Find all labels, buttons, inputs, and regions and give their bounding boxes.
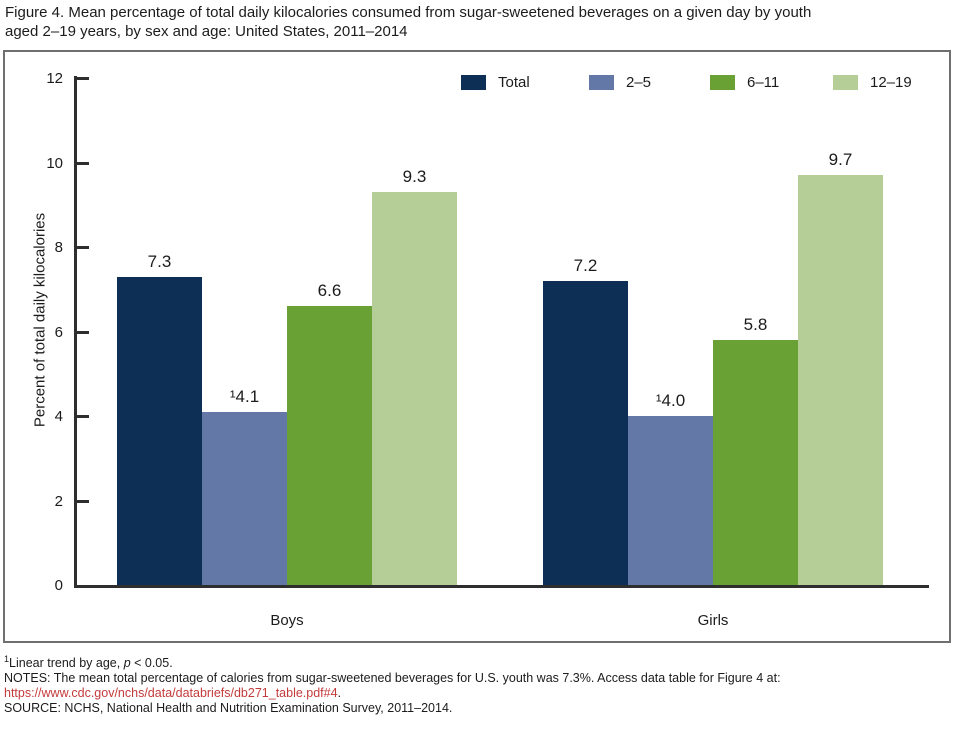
footnote-line: 1Linear trend by age, p < 0.05. bbox=[4, 652, 954, 671]
footnote-rest: < 0.05. bbox=[130, 656, 173, 671]
legend-label: 6–11 bbox=[747, 73, 780, 91]
y-tick-label: 6 bbox=[54, 323, 63, 341]
y-tick-label: 0 bbox=[54, 577, 63, 594]
bar-value-label: 7.3 bbox=[147, 251, 172, 271]
bar-value-label: 6.6 bbox=[317, 281, 342, 301]
bar-value-label: 7.2 bbox=[573, 255, 598, 275]
bar-12-19-girls bbox=[798, 175, 883, 585]
bar-value-label: 9.7 bbox=[828, 150, 853, 170]
y-tick-mark bbox=[74, 330, 89, 334]
y-tick-label: 4 bbox=[54, 408, 63, 425]
bar-total-boys bbox=[117, 276, 202, 585]
legend-swatch bbox=[589, 74, 614, 90]
figure-title-line1: Figure 4. Mean percentage of total daily… bbox=[5, 4, 812, 21]
legend-item: 6–11 bbox=[710, 73, 779, 91]
figure-title: Figure 4. Mean percentage of total daily… bbox=[5, 4, 955, 41]
link-period: . bbox=[337, 686, 342, 701]
bar-12-19-boys bbox=[372, 192, 457, 585]
data-table-link[interactable]: https://www.cdc.gov/nchs/data/databriefs… bbox=[4, 686, 338, 701]
bar-6-11-boys bbox=[287, 306, 372, 585]
footnote-p-symbol: p bbox=[123, 656, 131, 671]
source-line: SOURCE: NCHS, National Health and Nutrit… bbox=[4, 701, 453, 716]
bar-6-11-girls bbox=[713, 339, 798, 585]
link-line: https://www.cdc.gov/nchs/data/databriefs… bbox=[4, 686, 954, 701]
legend-label: 2–5 bbox=[626, 73, 652, 91]
bar-value-label: ¹4.0 bbox=[655, 391, 686, 410]
y-tick-mark bbox=[74, 415, 89, 418]
bar-value-label: 9.3 bbox=[402, 167, 427, 187]
legend-swatch bbox=[461, 74, 486, 90]
x-category-label-boys: Boys bbox=[270, 612, 304, 629]
y-tick-mark bbox=[74, 161, 89, 165]
legend-swatch bbox=[710, 74, 735, 90]
y-tick-mark bbox=[74, 246, 89, 249]
footnotes: 1Linear trend by age, p < 0.05. NOTES: T… bbox=[4, 652, 954, 716]
legend-swatch bbox=[833, 74, 858, 90]
bar-total-girls bbox=[543, 280, 628, 585]
y-tick-label: 12 bbox=[46, 70, 63, 87]
bar-value-label: ¹4.1 bbox=[229, 386, 260, 406]
legend-item: 2–5 bbox=[589, 73, 651, 91]
legend-item: 12–19 bbox=[833, 73, 912, 91]
notes-line: NOTES: The mean total percentage of calo… bbox=[4, 671, 781, 686]
bar-2-5-girls bbox=[628, 416, 713, 585]
legend-label: Total bbox=[498, 73, 530, 91]
figure-title-line2: aged 2–19 years, by sex and age: United … bbox=[5, 22, 408, 40]
footnote-text: Linear trend by age, bbox=[9, 656, 124, 671]
legend-item: Total bbox=[461, 73, 530, 91]
y-tick-label: 10 bbox=[46, 154, 63, 172]
x-axis-line bbox=[74, 585, 929, 588]
y-tick-label: 2 bbox=[54, 492, 63, 510]
y-tick-mark bbox=[74, 77, 89, 80]
x-category-label-girls: Girls bbox=[697, 612, 729, 629]
y-tick-label: 8 bbox=[54, 239, 63, 256]
footnote-marker: 1 bbox=[4, 654, 10, 664]
bar-2-5-boys bbox=[202, 411, 287, 585]
y-tick-mark bbox=[74, 499, 89, 503]
bar-value-label: 5.8 bbox=[743, 314, 768, 334]
legend-label: 12–19 bbox=[870, 73, 912, 91]
